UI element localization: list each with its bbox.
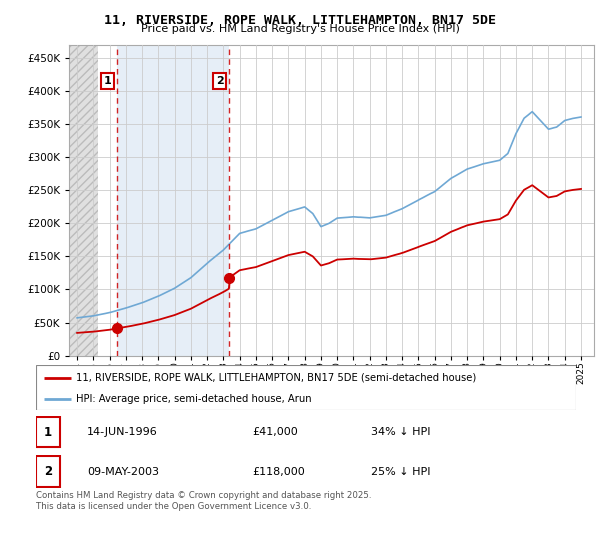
- Text: £118,000: £118,000: [252, 466, 305, 477]
- Text: Contains HM Land Registry data © Crown copyright and database right 2025.
This d: Contains HM Land Registry data © Crown c…: [36, 491, 371, 511]
- Text: 2: 2: [216, 76, 224, 86]
- Bar: [117, 45, 229, 356]
- Text: 11, RIVERSIDE, ROPE WALK, LITTLEHAMPTON, BN17 5DE: 11, RIVERSIDE, ROPE WALK, LITTLEHAMPTON,…: [104, 14, 496, 27]
- Text: £41,000: £41,000: [252, 427, 298, 437]
- Text: 09-MAY-2003: 09-MAY-2003: [88, 466, 160, 477]
- Text: HPI: Average price, semi-detached house, Arun: HPI: Average price, semi-detached house,…: [77, 394, 312, 404]
- Text: Price paid vs. HM Land Registry's House Price Index (HPI): Price paid vs. HM Land Registry's House …: [140, 24, 460, 34]
- Text: 11, RIVERSIDE, ROPE WALK, LITTLEHAMPTON, BN17 5DE (semi-detached house): 11, RIVERSIDE, ROPE WALK, LITTLEHAMPTON,…: [77, 372, 477, 382]
- Text: 2: 2: [44, 465, 52, 478]
- Text: 1: 1: [103, 76, 111, 86]
- Text: 14-JUN-1996: 14-JUN-1996: [88, 427, 158, 437]
- Text: 25% ↓ HPI: 25% ↓ HPI: [371, 466, 430, 477]
- Bar: [36, 456, 60, 487]
- Bar: [69, 45, 98, 356]
- Text: 1: 1: [44, 426, 52, 439]
- Text: 34% ↓ HPI: 34% ↓ HPI: [371, 427, 430, 437]
- Bar: [36, 417, 60, 447]
